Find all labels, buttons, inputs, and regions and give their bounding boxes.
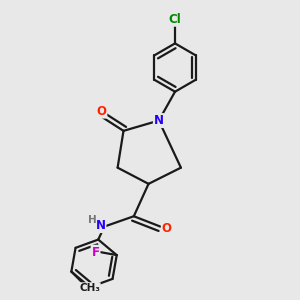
- Text: O: O: [96, 105, 106, 118]
- Text: O: O: [162, 221, 172, 235]
- Text: N: N: [154, 114, 164, 127]
- Text: H: H: [88, 215, 96, 225]
- Text: N: N: [96, 220, 106, 232]
- Text: Cl: Cl: [169, 13, 182, 26]
- Text: F: F: [92, 246, 100, 259]
- Text: CH₃: CH₃: [79, 283, 100, 293]
